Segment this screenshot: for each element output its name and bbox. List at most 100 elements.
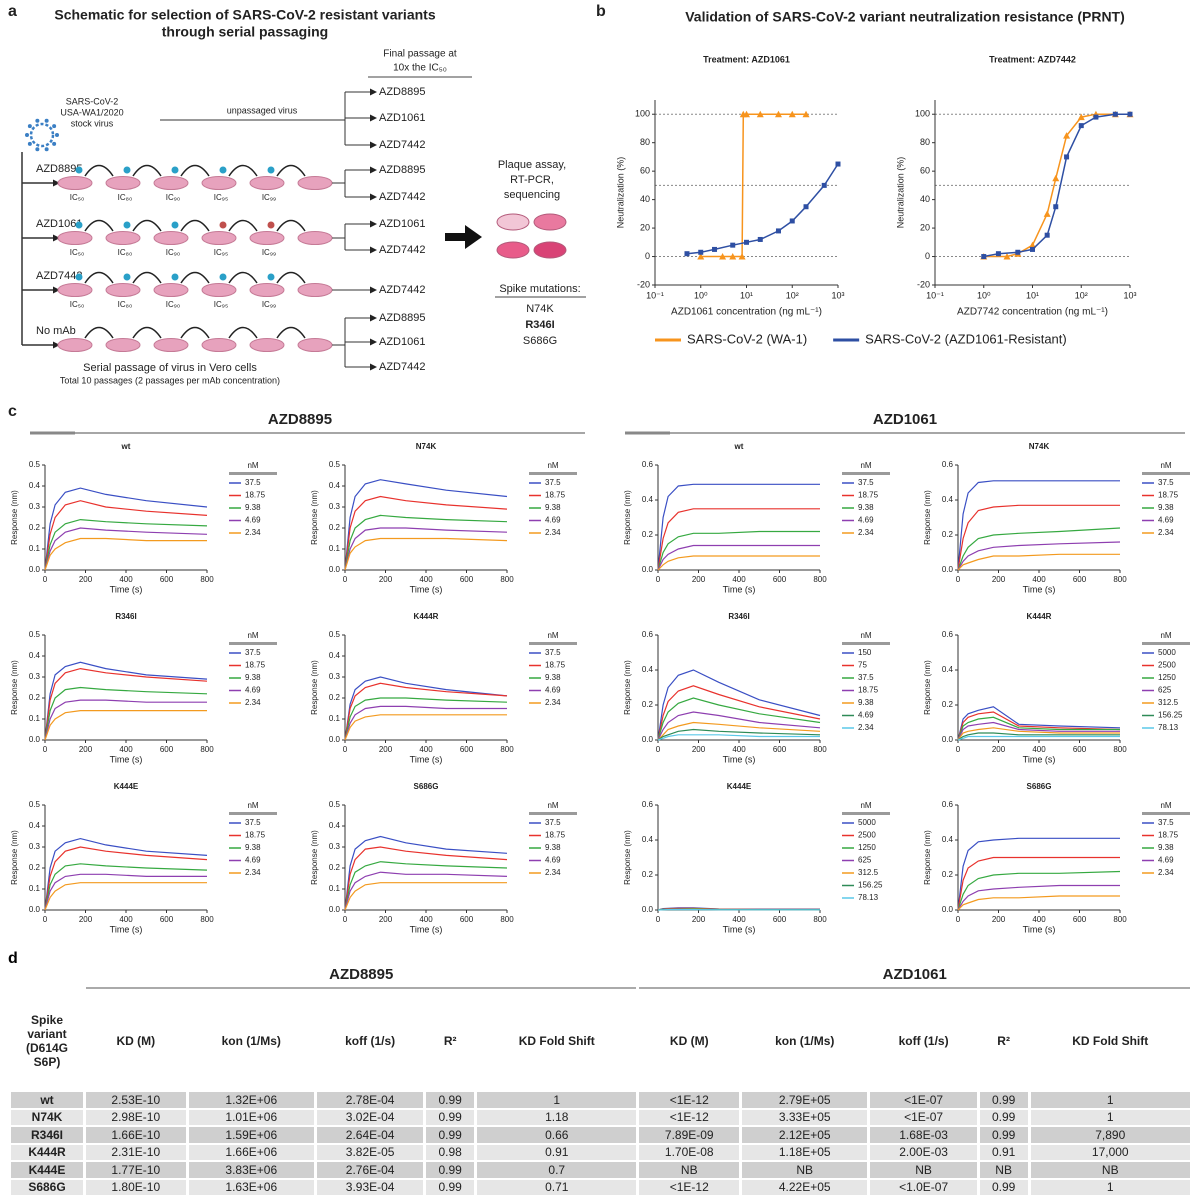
y-tick-label: 0.0 xyxy=(29,735,41,744)
legend-label: 4.69 xyxy=(545,516,561,525)
passage-arc xyxy=(277,328,305,339)
assay-label: RT-PCR, xyxy=(510,174,554,186)
legend-rule xyxy=(529,472,577,475)
virus-dot xyxy=(172,222,179,229)
marker xyxy=(712,247,717,252)
passage-arc xyxy=(133,328,161,339)
table-cell: 2.64E-04 xyxy=(317,1127,423,1143)
virus-dot xyxy=(268,167,275,174)
table-cell: 2.00E-03 xyxy=(870,1145,976,1161)
table-cell: 17,000 xyxy=(1031,1145,1190,1161)
x-tick-label: 400 xyxy=(732,745,746,754)
legend-label: 4.69 xyxy=(245,516,261,525)
y-tick-label: 0.2 xyxy=(29,523,41,532)
legend-rule xyxy=(842,812,890,815)
output-label: AZD7442 xyxy=(379,284,425,296)
legend-label: 5000 xyxy=(1158,648,1176,657)
group-header: AZD8895 xyxy=(86,962,636,989)
y-tick-label: 0.2 xyxy=(329,863,341,872)
table-cell: 1.66E+06 xyxy=(189,1145,314,1161)
y-axis-label: Neutralization (%) xyxy=(895,157,905,229)
legend-label: SARS-CoV-2 (WA-1) xyxy=(687,331,807,346)
x-tick-label: 10¹ xyxy=(1026,290,1039,300)
output-label: AZD8895 xyxy=(379,164,425,176)
legend-rule xyxy=(1142,642,1190,645)
x-tick-label: 10¹ xyxy=(740,290,753,300)
legend-title: nM xyxy=(547,801,558,810)
legend-title: nM xyxy=(247,461,258,470)
culture-dish xyxy=(202,284,236,297)
table-cell: 0.99 xyxy=(980,1110,1028,1126)
legend-label: 2.34 xyxy=(1158,528,1174,537)
table-cell: 0.99 xyxy=(980,1180,1028,1196)
table-cell: 3.93E-04 xyxy=(317,1180,423,1196)
arrow-head xyxy=(370,339,377,346)
table-cell: 2.76E-04 xyxy=(317,1162,423,1178)
table-cell: 1.63E+06 xyxy=(189,1180,314,1196)
ic-label: IC₅₀ xyxy=(70,300,85,309)
passage-arc xyxy=(181,328,209,339)
column-header: KD Fold Shift xyxy=(1031,991,1190,1090)
legend-label: 2.34 xyxy=(545,868,561,877)
series-line xyxy=(345,497,507,571)
series-line xyxy=(958,896,1120,910)
x-axis-label: Time (s) xyxy=(723,584,756,594)
arrow-head xyxy=(370,247,377,254)
legend-label: 2.34 xyxy=(858,528,874,537)
legend-label: 9.38 xyxy=(245,843,261,852)
y-tick-label: 60 xyxy=(920,166,930,176)
y-tick-label: 0.5 xyxy=(329,800,341,809)
x-tick-label: 200 xyxy=(79,915,93,924)
y-tick-label: 0.2 xyxy=(942,530,954,539)
series-line xyxy=(958,712,1120,740)
legend-title: nM xyxy=(1160,631,1171,640)
y-tick-label: 0.2 xyxy=(29,863,41,872)
legend-rule xyxy=(842,642,890,645)
x-tick-label: 400 xyxy=(732,915,746,924)
legend-title: nM xyxy=(247,631,258,640)
passage-arc xyxy=(229,221,257,232)
marker xyxy=(836,162,841,167)
series-line xyxy=(958,542,1120,570)
y-tick-label: 40 xyxy=(920,194,930,204)
series-line xyxy=(345,539,507,571)
table-cell: 0.66 xyxy=(477,1127,636,1143)
legend-label: 18.75 xyxy=(245,661,266,670)
y-tick-label: 40 xyxy=(640,194,650,204)
y-tick-label: 0.4 xyxy=(642,495,654,504)
y-tick-label: 0.3 xyxy=(329,842,341,851)
legend-label: 37.5 xyxy=(1158,478,1174,487)
arrow-head xyxy=(370,115,377,122)
table-cell: 7.89E-09 xyxy=(639,1127,739,1143)
x-tick-label: 10⁻¹ xyxy=(926,290,944,300)
series-line xyxy=(958,481,1120,570)
chart-title: S686G xyxy=(1027,782,1052,791)
y-tick-label: 0.4 xyxy=(942,665,954,674)
legend-label: 37.5 xyxy=(245,648,261,657)
x-axis-label: Time (s) xyxy=(110,924,143,934)
passage-arc xyxy=(181,221,209,232)
x-tick-label: 400 xyxy=(419,575,433,584)
x-tick-label: 400 xyxy=(1032,745,1046,754)
culture-dish xyxy=(298,177,332,190)
table-cell: 3.33E+05 xyxy=(742,1110,867,1126)
marker xyxy=(790,218,795,223)
series-line xyxy=(345,528,507,570)
column-header: KD (M) xyxy=(86,991,186,1090)
series-line xyxy=(345,715,507,740)
series-line xyxy=(45,883,207,910)
final-passage-note: Final passage at xyxy=(383,49,457,60)
series-line xyxy=(658,509,820,570)
y-tick-label: 0.6 xyxy=(642,460,654,469)
legend-label: 9.38 xyxy=(545,843,561,852)
table-cell: 1.70E-08 xyxy=(639,1145,739,1161)
x-tick-label: 800 xyxy=(500,915,514,924)
virus-spike xyxy=(52,142,56,146)
culture-dish xyxy=(106,284,140,297)
